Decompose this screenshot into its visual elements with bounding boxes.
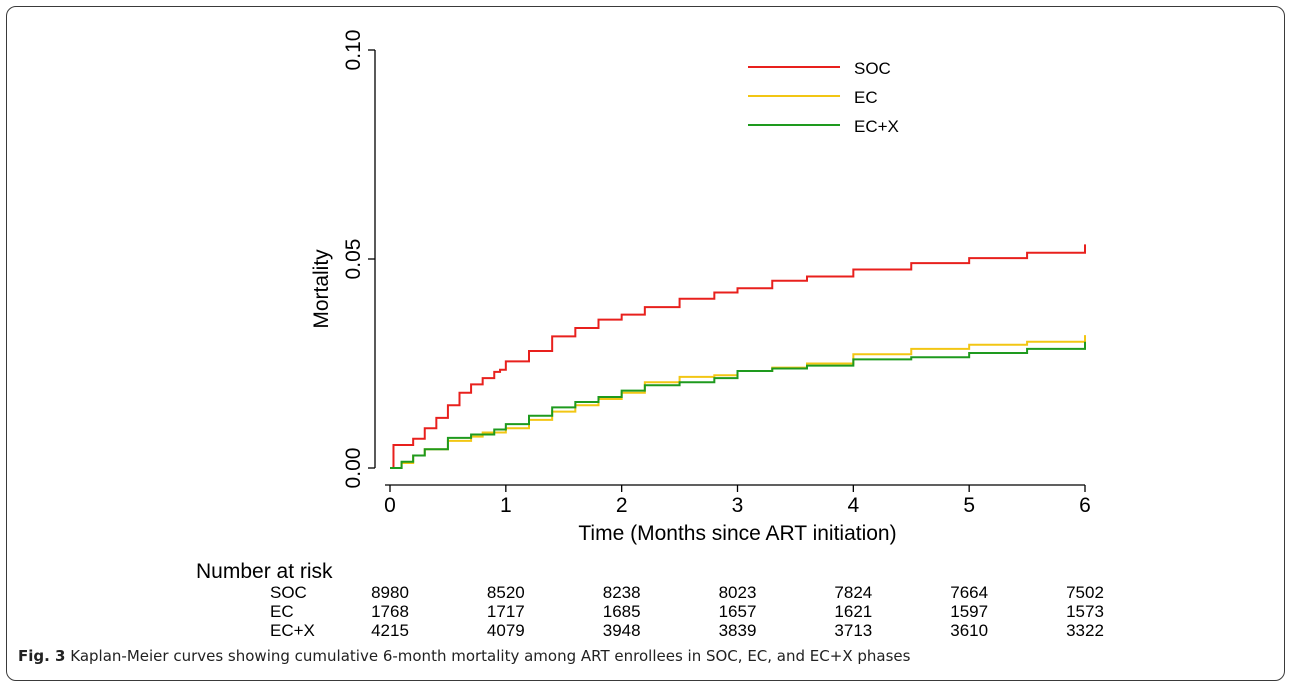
x-tick-label: 5 <box>963 494 975 517</box>
x-tick-label: 0 <box>384 494 396 517</box>
series-line-soc <box>390 244 1086 469</box>
risk-cell: 1573 <box>1066 602 1104 621</box>
risk-cell: 1657 <box>719 602 757 621</box>
risk-row-label: SOC <box>270 583 307 602</box>
legend-label: EC+X <box>854 117 899 136</box>
risk-cell: 1717 <box>487 602 525 621</box>
risk-cell: 1768 <box>371 602 409 621</box>
risk-cell: 8238 <box>603 583 641 602</box>
figure-label: Fig. 3 <box>18 647 66 665</box>
risk-row-label: EC <box>270 602 294 621</box>
x-tick-label: 1 <box>500 494 512 517</box>
risk-cell: 1621 <box>834 602 872 621</box>
risk-cell: 3322 <box>1066 621 1104 640</box>
risk-cell: 1597 <box>950 602 988 621</box>
y-tick-label: 0.05 <box>342 239 365 280</box>
risk-cell: 3948 <box>603 621 641 640</box>
x-tick-label: 4 <box>847 494 859 517</box>
risk-cell: 4079 <box>487 621 525 640</box>
x-axis-label: Time (Months since ART initiation) <box>578 522 896 545</box>
x-tick-label: 2 <box>616 494 628 517</box>
risk-cell: 8023 <box>719 583 757 602</box>
risk-cell: 8520 <box>487 583 525 602</box>
risk-cell: 4215 <box>371 621 409 640</box>
series-line-ec-x <box>390 341 1086 469</box>
risk-cell: 7824 <box>834 583 872 602</box>
risk-row-label: EC+X <box>270 621 315 640</box>
risk-cell: 8980 <box>371 583 409 602</box>
y-axis-label: Mortality <box>310 249 333 329</box>
figure-frame <box>6 6 1285 681</box>
figure-caption: Fig. 3 Kaplan-Meier curves showing cumul… <box>18 647 910 665</box>
y-tick-label: 0.00 <box>342 448 365 489</box>
axes: 0 1 2 3 4 5 6 0.00 0.05 0.10 Mortality Time (Months… <box>310 30 1091 545</box>
legend-label: EC <box>854 88 878 107</box>
survival-curves <box>390 244 1086 469</box>
series-line-ec <box>390 335 1086 469</box>
risk-cell: 1685 <box>603 602 641 621</box>
x-tick-label: 3 <box>732 494 744 517</box>
risk-cell: 3610 <box>950 621 988 640</box>
risk-cell: 7502 <box>1066 583 1104 602</box>
figure-caption-text: Kaplan-Meier curves showing cumulative 6… <box>65 647 911 665</box>
risk-cell: 3839 <box>719 621 757 640</box>
risk-cell: 3713 <box>834 621 872 640</box>
risk-cell: 7664 <box>950 583 988 602</box>
legend-label: SOC <box>854 59 891 78</box>
y-tick-label: 0.10 <box>342 30 365 71</box>
x-tick-label: 6 <box>1079 494 1091 517</box>
risk-table-title: Number at risk <box>196 560 333 583</box>
legend: SOC EC EC+X <box>748 59 899 136</box>
